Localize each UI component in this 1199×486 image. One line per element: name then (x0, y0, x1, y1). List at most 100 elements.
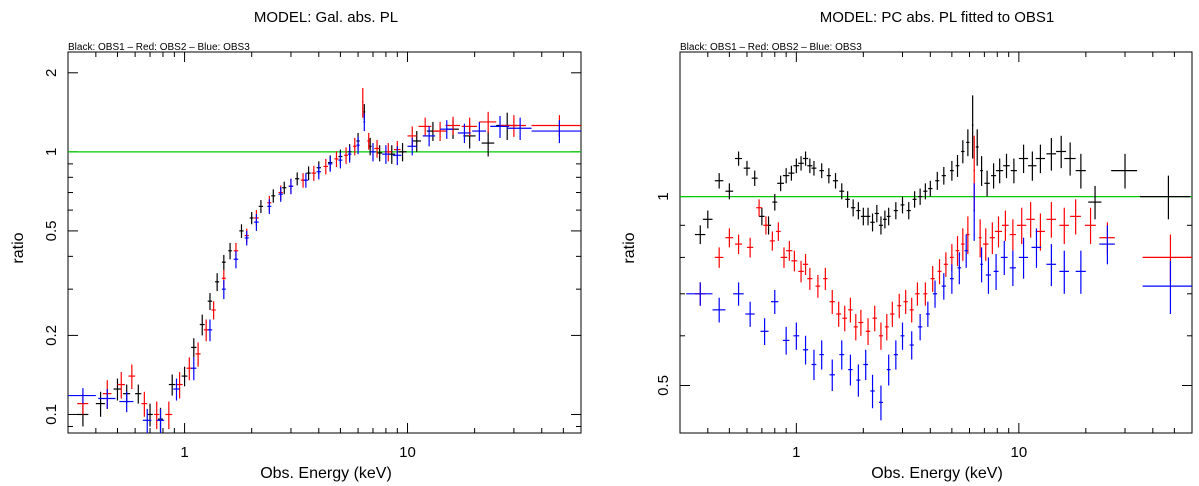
data-point (507, 117, 532, 140)
data-point (980, 247, 983, 283)
data-point (490, 115, 509, 138)
data-point (733, 282, 744, 306)
data-point (382, 145, 390, 164)
data-point (228, 242, 232, 260)
data-point (356, 136, 360, 155)
data-point (839, 340, 845, 370)
data-point (975, 129, 979, 166)
data-point (771, 289, 779, 314)
data-point (760, 318, 769, 346)
data-point (882, 210, 887, 229)
data-point (1099, 225, 1115, 265)
data-point (362, 88, 364, 118)
data-point (334, 151, 339, 168)
data-point (900, 322, 905, 350)
data-point (734, 234, 743, 255)
data-point (786, 240, 793, 261)
y-tick-label: 0.5 (655, 375, 672, 396)
data-point (943, 252, 948, 277)
data-point (1059, 207, 1069, 245)
panel-left: MODEL: Gal. abs. PL Black: OBS1 – Red: O… (10, 9, 582, 482)
data-point (793, 322, 800, 350)
data-point (445, 116, 461, 135)
data-point (941, 273, 946, 300)
data-point (1075, 250, 1086, 294)
y-axis-label: ratio (621, 232, 638, 263)
data-point (472, 121, 487, 141)
data-point (422, 126, 436, 147)
data-point (759, 207, 765, 226)
data-point (964, 234, 968, 268)
data-point (173, 378, 180, 401)
data-point (68, 388, 96, 404)
data-point (961, 228, 965, 261)
data-point (856, 364, 861, 397)
data-point (207, 319, 213, 342)
data-point (1046, 137, 1057, 171)
data-point (176, 372, 183, 399)
data-point (117, 372, 125, 399)
data-point (925, 301, 930, 327)
data-point (782, 326, 790, 355)
data-point (900, 196, 905, 214)
x-axis-label: Obs. Energy (keV) (260, 465, 392, 482)
data-point (323, 158, 329, 175)
data-point (303, 173, 309, 188)
data-point (994, 216, 1003, 248)
data-point (1009, 250, 1016, 287)
data-point (1046, 202, 1057, 238)
data-point (961, 140, 965, 164)
data-point (832, 173, 839, 189)
data-point (878, 216, 883, 235)
data-point (254, 213, 259, 231)
data-point (909, 297, 914, 323)
data-point (203, 319, 209, 342)
data-point (957, 252, 962, 285)
data-point (1003, 153, 1010, 179)
data-point (897, 293, 902, 319)
data-point (978, 219, 982, 258)
data-point (135, 384, 142, 404)
data-point (807, 158, 813, 174)
data-point (1059, 250, 1069, 294)
data-point (1016, 207, 1027, 245)
data-point (793, 158, 800, 174)
y-tick-label: 1 (655, 192, 672, 200)
data-point (191, 338, 197, 358)
data-point (884, 313, 889, 341)
data-point (1018, 144, 1029, 174)
data-point (955, 236, 960, 267)
data-point (878, 322, 883, 350)
data-point (949, 160, 954, 181)
data-point (398, 143, 407, 162)
data-point (211, 301, 216, 320)
data-point (1075, 153, 1086, 189)
data-point (811, 160, 817, 176)
chart-title: MODEL: PC abs. PL fitted to OBS1 (820, 9, 1055, 26)
data-point (756, 199, 762, 217)
series-obs1 (77, 104, 518, 432)
data-point (826, 168, 831, 184)
data-point (893, 202, 898, 220)
data-point (725, 183, 734, 200)
data-point (917, 313, 923, 341)
data-point (996, 158, 1004, 184)
data-point (288, 178, 294, 195)
data-point (1031, 228, 1042, 268)
data-point (1142, 260, 1192, 314)
chart-subtitle: Black: OBS1 – Red: OBS2 – Blue: OBS3 (680, 42, 862, 53)
y-tick-label: 1 (43, 148, 60, 156)
data-point (870, 213, 875, 232)
data-point (985, 257, 992, 294)
data-point (777, 175, 784, 192)
x-tick-label: 10 (1011, 444, 1028, 461)
data-point (363, 113, 366, 132)
data-point (407, 137, 417, 156)
data-point (937, 259, 942, 285)
data-point (870, 374, 875, 409)
data-point (930, 266, 935, 292)
data-point (233, 250, 239, 269)
data-point (917, 188, 923, 205)
data-point (802, 335, 809, 365)
